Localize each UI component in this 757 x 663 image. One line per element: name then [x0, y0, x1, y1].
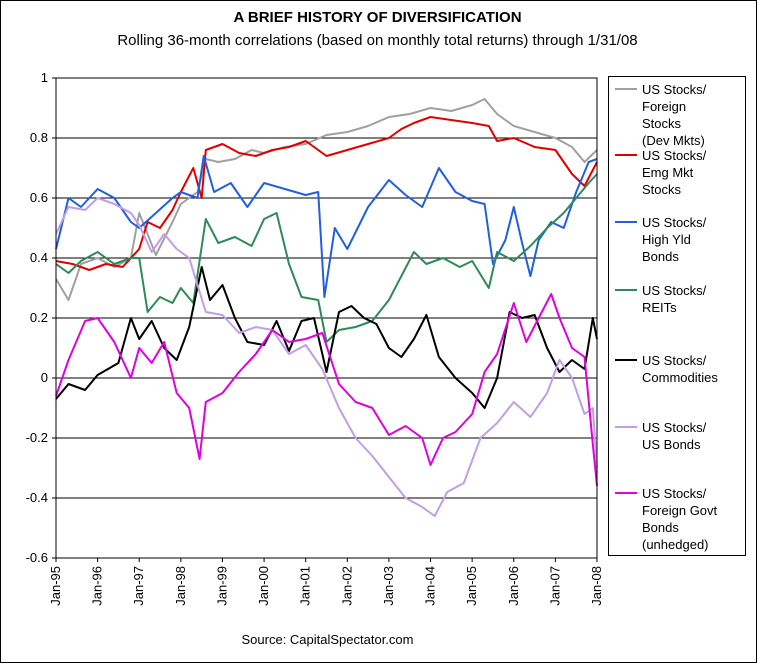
- legend-label: US Stocks/ Commodities: [642, 353, 718, 385]
- series-line-5: [55, 266, 598, 409]
- series-line-6: [55, 197, 598, 517]
- legend-label: US Stocks/ Emg Mkt Stocks: [642, 148, 707, 197]
- legend-swatch: [615, 492, 637, 494]
- legend-label: US Stocks/ High Yld Bonds: [642, 215, 707, 264]
- y-tick-label: 1: [41, 70, 48, 85]
- legend-label: US Stocks/ Foreign Stocks (Dev Mkts): [642, 82, 707, 148]
- y-tick-label: 0: [41, 370, 48, 385]
- y-tick-label: -0.4: [26, 490, 48, 505]
- x-tick-label: Jan-00: [256, 566, 271, 606]
- legend-swatch: [615, 154, 637, 156]
- x-tick-label: Jan-04: [423, 566, 438, 606]
- series-line-4: [55, 173, 598, 343]
- gridlines: [56, 77, 597, 559]
- x-tick-label: Jan-01: [298, 566, 313, 606]
- x-tick-label: Jan-03: [381, 566, 396, 606]
- x-tick-label: Jan-97: [131, 566, 146, 606]
- legend-swatch: [615, 289, 637, 291]
- series-lines: [55, 98, 598, 517]
- x-tick-label: Jan-02: [339, 566, 354, 606]
- series-line-1: [55, 98, 598, 301]
- x-axis: Jan-95 Jan-96 Jan-97 Jan-98 Jan-99 Jan-00 Jan-…: [48, 558, 604, 606]
- y-tick-label: -0.2: [26, 430, 48, 445]
- x-tick-label: Jan-06: [506, 566, 521, 606]
- y-tick-label: 0.2: [30, 310, 48, 325]
- chart-title: A BRIEF HISTORY OF DIVERSIFICATION: [233, 9, 522, 26]
- y-tick-label: 0.4: [30, 250, 48, 265]
- series-line-7: [55, 293, 598, 487]
- legend-label: US Stocks/ REITs: [642, 283, 707, 315]
- source-note: Source: CapitalSpectator.com: [241, 632, 414, 647]
- series-line-3: [55, 155, 598, 298]
- x-tick-label: Jan-95: [48, 566, 63, 606]
- y-axis: 1 0.8 0.6 0.4 0.2 0 -0.2 -0.4 -0.6: [26, 70, 56, 565]
- x-tick-label: Jan-07: [547, 566, 562, 606]
- x-tick-label: Jan-98: [173, 566, 188, 606]
- x-tick-label: Jan-99: [214, 566, 229, 606]
- legend-swatch: [615, 221, 637, 223]
- x-tick-label: Jan-05: [464, 566, 479, 606]
- chart-subtitle: Rolling 36-month correlations (based on …: [117, 32, 638, 49]
- legend: US Stocks/ Foreign Stocks (Dev Mkts) US S…: [608, 76, 746, 556]
- legend-label: US Stocks/ US Bonds: [642, 420, 707, 452]
- legend-swatch: [615, 88, 637, 90]
- y-tick-label: 0.6: [30, 190, 48, 205]
- legend-label: US Stocks/ Foreign Govt Bonds (unhedged): [642, 486, 718, 552]
- legend-swatch: [615, 359, 637, 361]
- y-tick-label: 0.8: [30, 130, 48, 145]
- x-tick-label: Jan-08: [589, 566, 604, 606]
- y-tick-label: -0.6: [26, 550, 48, 565]
- legend-swatch: [615, 426, 637, 428]
- series-line-2: [55, 116, 598, 271]
- x-tick-label: Jan-96: [90, 566, 105, 606]
